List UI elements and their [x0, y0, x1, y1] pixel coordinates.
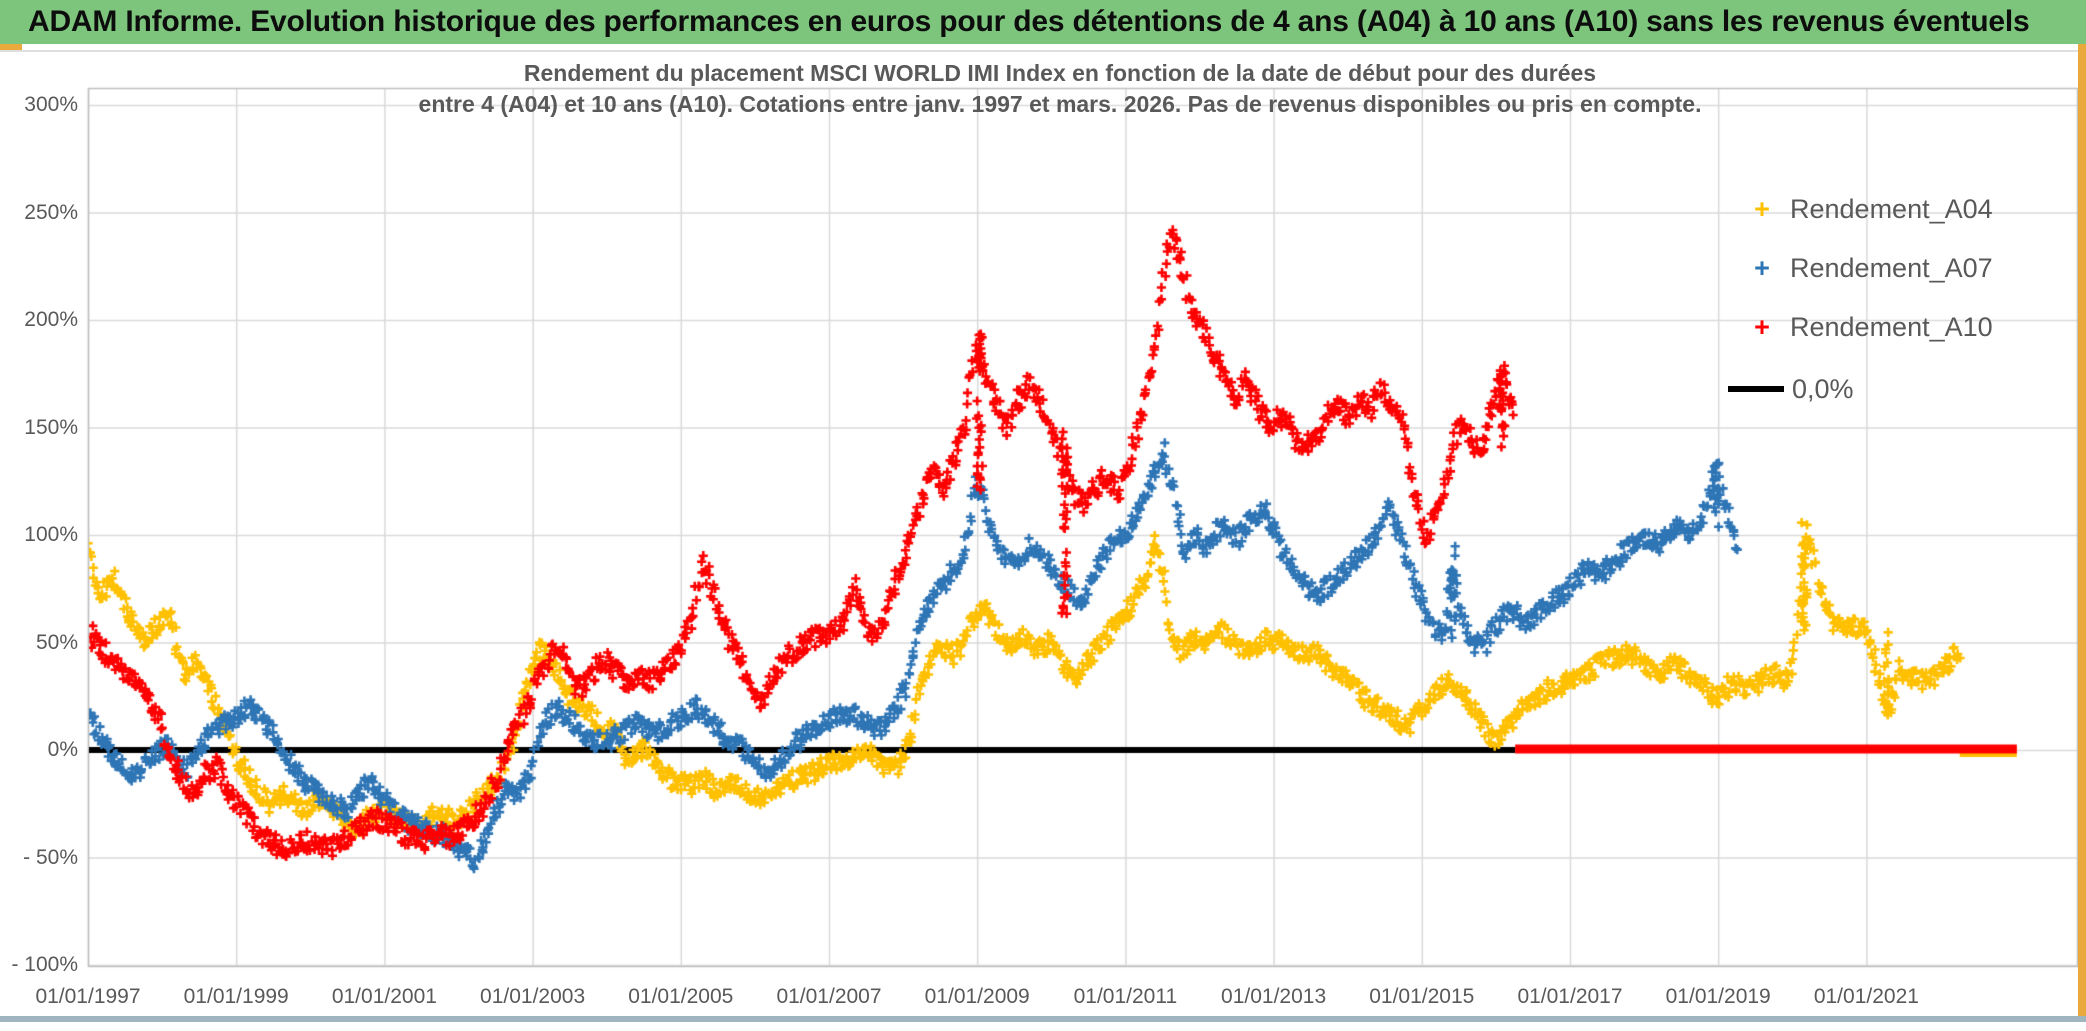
x-tick-label: 01/01/2005 [628, 985, 734, 1008]
x-tick-label: 01/01/2007 [776, 985, 882, 1008]
x-tick-label: 01/01/1999 [183, 985, 289, 1008]
y-tick-label: 0% [47, 738, 78, 761]
legend-label: Rendement_A10 [1790, 311, 1993, 342]
plus-marker-icon: + [1754, 193, 1770, 224]
x-tick-label: 01/01/2015 [1369, 985, 1475, 1008]
y-tick-label: 300% [24, 93, 78, 116]
legend-item-rendement-a10[interactable]: + Rendement_A10 [1742, 304, 1993, 350]
legend-item-rendement-a07[interactable]: + Rendement_A07 [1742, 245, 1993, 291]
plus-marker-icon: + [1754, 252, 1770, 283]
x-tick-label: 01/01/2001 [331, 985, 437, 1008]
y-tick-label: 50% [35, 630, 78, 654]
legend-item-0-0-[interactable]: 0,0% [1728, 366, 1854, 412]
legend-item-rendement-a04[interactable]: + Rendement_A04 [1742, 186, 1993, 232]
y-tick-label: 200% [24, 308, 78, 331]
x-tick-label: 01/01/2009 [924, 985, 1030, 1008]
x-tick-label: 01/01/2021 [1813, 985, 1919, 1008]
x-tick-label: 01/01/1997 [35, 985, 141, 1008]
y-tick-label: 150% [24, 415, 78, 439]
legend-label: Rendement_A07 [1790, 252, 1993, 283]
y-tick-label: 100% [24, 523, 78, 546]
legend-label: 0,0% [1792, 373, 1854, 404]
x-tick-label: 01/01/2013 [1221, 985, 1327, 1008]
right-accent-bar [2078, 44, 2086, 1017]
chart-title-line2: entre 4 (A04) et 10 ans (A10). Cotations… [418, 91, 1702, 117]
x-tick-label: 01/01/2017 [1517, 985, 1623, 1008]
chart-title-line1: Rendement du placement MSCI WORLD IMI In… [523, 60, 1597, 86]
x-tick-label: 01/01/2011 [1073, 985, 1178, 1008]
y-tick-label: 250% [24, 200, 78, 224]
legend-label: Rendement_A04 [1790, 193, 1993, 224]
y-tick-label: - 50% [23, 845, 78, 869]
x-tick-label: 01/01/2003 [480, 985, 586, 1008]
zero-line-sample-icon [1728, 386, 1784, 392]
x-tick-label: 01/01/2019 [1665, 985, 1771, 1008]
plus-marker-icon: + [1754, 311, 1770, 342]
chart-title: Rendement du placement MSCI WORLD IMI In… [380, 58, 1740, 120]
bottom-accent-strip [0, 1016, 2086, 1022]
y-tick-label: - 100% [11, 953, 78, 976]
